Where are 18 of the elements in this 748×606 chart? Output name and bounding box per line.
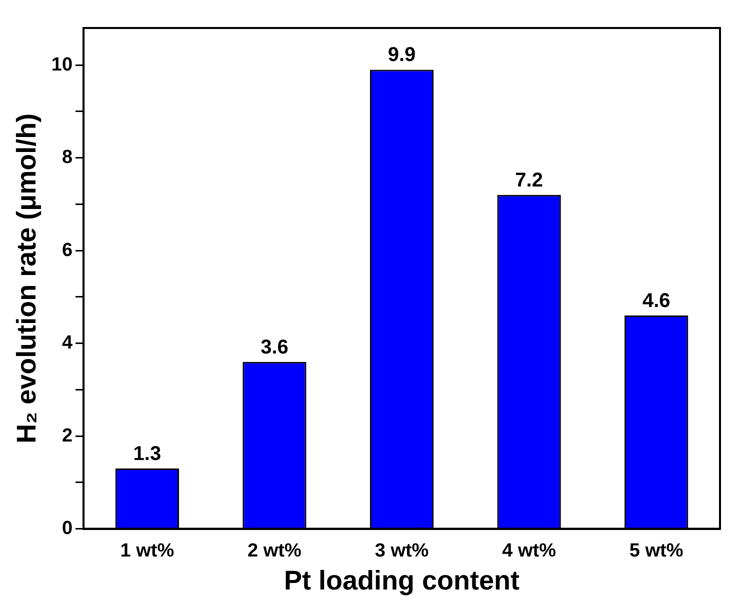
y-tick-label: 6 — [62, 240, 73, 261]
y-tick-label: 2 — [62, 425, 73, 446]
x-tick-label: 5 wt% — [629, 540, 684, 562]
x-tick-label: 1 wt% — [120, 540, 174, 562]
y-tick-label: 8 — [62, 147, 73, 168]
data-label: 1.3 — [133, 443, 162, 466]
x-axis-title: Pt loading content — [284, 565, 520, 596]
y-tick-label: 4 — [62, 332, 73, 354]
x-tick-label: 4 wt% — [502, 540, 556, 562]
y-tick-label: 0 — [62, 518, 73, 540]
x-tick-label: 2 wt% — [248, 540, 302, 562]
x-tick-label: 3 wt% — [374, 540, 429, 562]
data-label: 9.9 — [388, 44, 416, 66]
y-tick-label: 10 — [51, 54, 73, 76]
data-label: 4.6 — [642, 290, 670, 312]
y-axis-title: H₂ evolution rate (μmol/h) — [12, 113, 42, 444]
data-label: 7.2 — [515, 169, 543, 192]
data-label: 3.6 — [260, 336, 288, 358]
